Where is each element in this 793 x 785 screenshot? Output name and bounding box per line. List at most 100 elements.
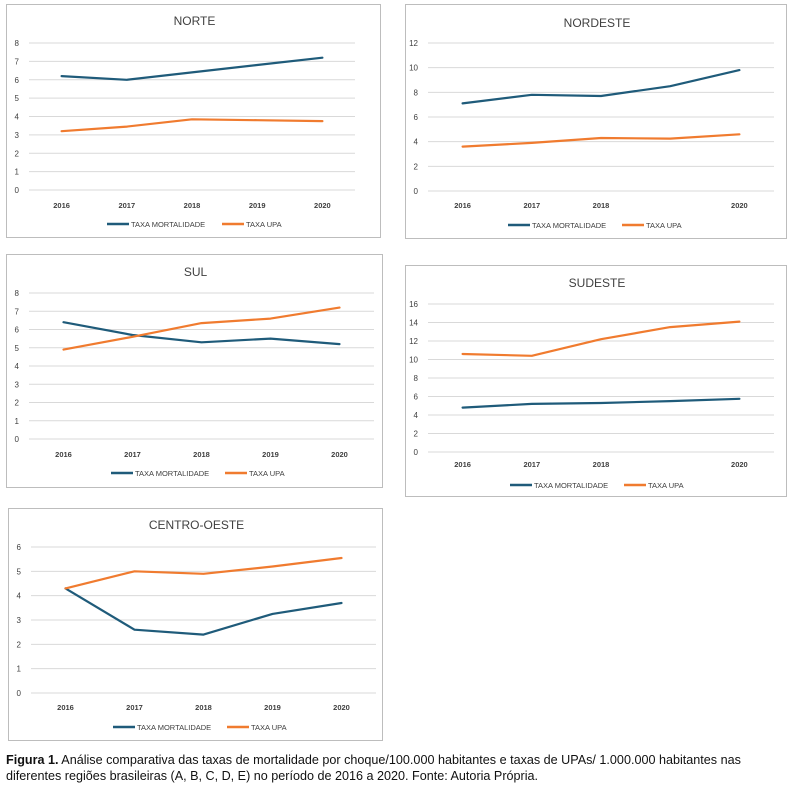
y-tick-label: 8 (414, 88, 419, 97)
x-tick-label: 2017 (523, 460, 540, 469)
y-tick-label: 6 (414, 113, 419, 122)
chart-title: CENTRO-OESTE (149, 518, 244, 532)
y-tick-label: 0 (15, 435, 20, 444)
legend-label: TAXA MORTALIDADE (131, 220, 205, 229)
legend-label: TAXA UPA (246, 220, 282, 229)
y-tick-label: 7 (15, 307, 20, 316)
x-tick-label: 2016 (454, 460, 471, 469)
legend-label: TAXA UPA (249, 469, 285, 478)
y-tick-label: 14 (409, 319, 418, 328)
y-tick-label: 2 (15, 399, 20, 408)
y-tick-label: 0 (15, 186, 20, 195)
x-tick-label: 2016 (57, 703, 74, 712)
y-tick-label: 8 (15, 289, 20, 298)
y-tick-label: 1 (15, 168, 20, 177)
y-tick-label: 4 (414, 138, 419, 147)
legend-label: TAXA UPA (646, 221, 682, 230)
caption-text: Análise comparativa das taxas de mortali… (6, 753, 741, 783)
x-tick-label: 2018 (193, 450, 210, 459)
y-tick-label: 0 (414, 448, 419, 457)
y-tick-label: 6 (15, 76, 20, 85)
y-tick-label: 10 (409, 64, 418, 73)
series-line-taxa-mortalidade (62, 321, 341, 346)
y-tick-label: 4 (17, 592, 22, 601)
y-tick-label: 4 (15, 113, 20, 122)
chart-centro-oeste: CENTRO-OESTE 0 1 2 3 4 5 6 2016 2017 2018 2019 2020 T… (17, 518, 376, 732)
chart-sul: SUL 0 1 2 3 4 5 6 7 8 2016 2017 2018 2019 2020 TAXA MOR… (15, 265, 374, 478)
x-tick-label: 2019 (264, 703, 281, 712)
caption-label: Figura 1. (6, 753, 59, 767)
chart-norte: NORTE 0 1 2 3 4 5 6 7 8 2016 2017 2018 2019 2020 TAXA M… (15, 14, 355, 229)
x-tick-label: 2020 (731, 201, 748, 210)
legend-label: TAXA UPA (251, 723, 287, 732)
y-tick-label: 6 (414, 393, 419, 402)
y-tick-label: 6 (17, 543, 22, 552)
x-tick-label: 2019 (262, 450, 279, 459)
series-line-taxa-upa (64, 556, 343, 590)
x-tick-label: 2016 (53, 201, 70, 210)
chart-panel-sul: SUL 0 1 2 3 4 5 6 7 8 2016 2017 2018 2019 2020 TAXA MOR… (6, 254, 383, 488)
series-line-taxa-upa (461, 133, 741, 148)
chart-title: NORTE (174, 14, 216, 28)
y-tick-label: 5 (15, 344, 20, 353)
series-line-taxa-mortalidade (461, 397, 741, 409)
y-tick-label: 2 (17, 640, 22, 649)
y-tick-label: 4 (414, 411, 419, 420)
x-tick-label: 2018 (195, 703, 212, 712)
y-tick-label: 7 (15, 57, 20, 66)
legend-label: TAXA UPA (648, 481, 684, 490)
x-tick-label: 2020 (314, 201, 331, 210)
series-line-taxa-upa (461, 320, 741, 357)
y-tick-label: 8 (414, 374, 419, 383)
series-line-taxa-upa (62, 306, 341, 351)
chart-nordeste: NORDESTE 0 2 4 6 8 10 12 2016 2017 2018 2020 TAXA MO… (409, 16, 774, 230)
y-tick-label: 0 (414, 187, 419, 196)
x-tick-label: 2017 (523, 201, 540, 210)
y-tick-label: 10 (409, 356, 418, 365)
x-tick-label: 2017 (118, 201, 135, 210)
y-tick-label: 2 (15, 149, 20, 158)
x-tick-label: 2020 (333, 703, 350, 712)
chart-title: SUDESTE (569, 276, 626, 290)
chart-panel-centro-oeste: CENTRO-OESTE 0 1 2 3 4 5 6 2016 2017 2018 2019 2020 T… (8, 508, 383, 741)
series-line-taxa-upa (60, 118, 324, 133)
legend-label: TAXA MORTALIDADE (137, 723, 211, 732)
x-tick-label: 2018 (184, 201, 201, 210)
legend-label: TAXA MORTALIDADE (534, 481, 608, 490)
y-tick-label: 0 (17, 689, 22, 698)
legend-label: TAXA MORTALIDADE (135, 469, 209, 478)
legend-label: TAXA MORTALIDADE (532, 221, 606, 230)
y-tick-label: 1 (15, 417, 20, 426)
y-tick-label: 5 (17, 567, 22, 576)
x-tick-label: 2018 (593, 460, 610, 469)
y-tick-label: 1 (17, 665, 22, 674)
x-tick-label: 2016 (454, 201, 471, 210)
series-line-taxa-mortalidade (64, 587, 343, 636)
y-tick-label: 16 (409, 300, 418, 309)
x-tick-label: 2019 (249, 201, 266, 210)
series-line-taxa-mortalidade (461, 68, 741, 105)
y-tick-label: 2 (414, 430, 419, 439)
y-tick-label: 2 (414, 162, 419, 171)
figure-caption: Figura 1. Análise comparativa das taxas … (6, 752, 788, 784)
y-tick-label: 3 (15, 131, 20, 140)
y-tick-label: 5 (15, 94, 20, 103)
chart-title: SUL (184, 265, 208, 279)
y-tick-label: 3 (17, 616, 22, 625)
y-tick-label: 3 (15, 380, 20, 389)
y-tick-label: 12 (409, 39, 418, 48)
y-tick-label: 6 (15, 326, 20, 335)
y-tick-label: 8 (15, 39, 20, 48)
x-tick-label: 2017 (124, 450, 141, 459)
y-tick-label: 12 (409, 337, 418, 346)
x-tick-label: 2017 (126, 703, 143, 712)
chart-title: NORDESTE (564, 16, 631, 30)
chart-panel-nordeste: NORDESTE 0 2 4 6 8 10 12 2016 2017 2018 2020 TAXA MO… (405, 4, 787, 239)
x-tick-label: 2016 (55, 450, 72, 459)
y-tick-label: 4 (15, 362, 20, 371)
x-tick-label: 2020 (731, 460, 748, 469)
x-tick-label: 2020 (331, 450, 348, 459)
x-tick-label: 2018 (593, 201, 610, 210)
chart-sudeste: SUDESTE 0 2 4 6 8 10 12 14 16 2016 2017 2018 2020 TAXA… (409, 276, 774, 490)
chart-panel-norte: NORTE 0 1 2 3 4 5 6 7 8 2016 2017 2018 2019 2020 TAXA M… (6, 4, 381, 238)
